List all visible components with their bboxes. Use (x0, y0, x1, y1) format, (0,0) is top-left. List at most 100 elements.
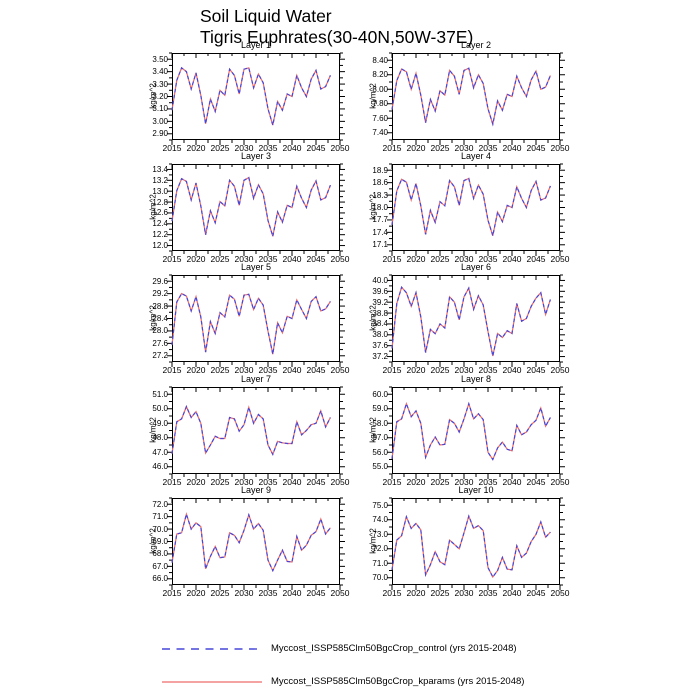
y-tick-label: 8.00 (372, 84, 388, 94)
control-line (391, 514, 551, 579)
y-tick-label: 69.0 (152, 537, 168, 546)
control-line (171, 512, 331, 573)
x-tick-label: 2030 (454, 254, 474, 264)
plot-area (167, 386, 345, 479)
x-tick-label: 2030 (234, 254, 254, 264)
x-tick-label: 2035 (478, 588, 498, 598)
subplot-title: Layer 8 (460, 374, 492, 384)
y-tick-label: 8.40 (372, 55, 388, 65)
plot-area (387, 497, 565, 590)
x-tick-label: 2040 (502, 143, 522, 153)
x-tick-label: 2030 (454, 477, 474, 487)
x-tick-label: 2050 (330, 254, 350, 264)
x-tick-label: 2045 (526, 143, 546, 153)
x-tick-label: 2050 (330, 365, 350, 375)
x-tick-label: 2050 (550, 588, 570, 598)
x-tick-label: 2040 (502, 477, 522, 487)
plot-area (167, 497, 345, 590)
y-tick-label: 2.90 (152, 129, 168, 139)
x-tick-label: 2045 (306, 365, 326, 375)
x-tick-label: 2030 (454, 365, 474, 375)
y-tick-label: 3.50 (152, 54, 168, 64)
x-tick-label: 2045 (306, 477, 326, 487)
y-tick-label: 7.60 (372, 113, 388, 123)
x-tick-label: 2040 (282, 365, 302, 375)
y-tick-label: 39.6 (372, 286, 388, 296)
x-tick-label: 2030 (234, 477, 254, 487)
x-tick-label: 2015 (162, 365, 182, 375)
x-tick-label: 2045 (306, 254, 326, 264)
y-tick-label: 12.6 (152, 208, 168, 218)
subplot-layer-10: Layer 10 kg/m^2 70.0 71.0 72.0 73.0 74.0 75.0 20… (332, 484, 592, 600)
y-tick-label: 7.40 (372, 128, 388, 138)
y-tick-label: 13.4 (152, 164, 168, 174)
subplot-layer-4: Layer 4 kg/m^2 17.1 17.4 17.7 18.0 18.3 18.6 18.… (332, 150, 592, 266)
kparams-line (171, 292, 331, 355)
control-line (171, 176, 331, 237)
x-tick-label: 2030 (454, 588, 474, 598)
plot-area (167, 163, 345, 256)
y-tick-label: 50.0 (152, 404, 168, 414)
x-tick-label: 2020 (186, 588, 206, 598)
x-tick-label: 2030 (234, 365, 254, 375)
plot-area (387, 163, 565, 256)
x-tick-label: 2020 (406, 477, 426, 487)
y-tick-label: 51.0 (152, 389, 168, 399)
y-tick-label: 73.0 (372, 529, 388, 539)
y-tick-label: 8.20 (372, 70, 388, 80)
x-tick-label: 2025 (210, 588, 230, 598)
subplot-title: Layer 9 (240, 485, 272, 495)
y-tick-label: 27.6 (152, 338, 168, 348)
y-tick-label: 3.10 (152, 104, 168, 114)
y-tick-label: 17.7 (372, 215, 388, 225)
x-tick-label: 2020 (186, 254, 206, 264)
subplot-layer-1: Layer 1 kg/m^2 2.90 3.00 3.10 3.20 3.30 3.40 3.5… (112, 39, 372, 155)
y-tick-label: 18.3 (372, 190, 388, 200)
subplot-layer-7: Layer 7 kg/m^2 46.0 47.0 48.0 49.0 50.0 51.0 201… (112, 373, 372, 489)
control-line (171, 292, 331, 355)
y-tick-label: 3.30 (152, 79, 168, 89)
x-tick-label: 2050 (550, 143, 570, 153)
x-tick-label: 2045 (526, 588, 546, 598)
y-tick-label: 60.0 (372, 389, 388, 399)
y-tick-label: 72.0 (152, 499, 168, 509)
x-tick-label: 2030 (234, 588, 254, 598)
x-tick-label: 2020 (406, 254, 426, 264)
x-tick-label: 2025 (210, 254, 230, 264)
x-tick-label: 2050 (550, 477, 570, 487)
y-tick-label: 71.0 (372, 558, 388, 568)
x-tick-label: 2040 (282, 588, 302, 598)
y-tick-label: 37.6 (372, 341, 388, 351)
subplot-title: Layer 5 (240, 262, 272, 272)
x-tick-label: 2035 (258, 254, 278, 264)
x-tick-label: 2020 (406, 588, 426, 598)
legend-control-line-sample (162, 648, 262, 650)
subplot-layer-2: Layer 2 kg/m^2 7.40 7.60 7.80 8.00 8.20 8.40 201… (332, 39, 592, 155)
legend-kparams-label: Myccost_ISSP585Clm50BgcCrop_kparams (yrs… (271, 676, 525, 687)
x-tick-label: 2015 (382, 365, 402, 375)
y-tick-label: 38.4 (372, 319, 388, 329)
control-line (171, 66, 331, 126)
x-tick-label: 2015 (162, 588, 182, 598)
x-tick-label: 2025 (430, 254, 450, 264)
plot-area (387, 386, 565, 479)
x-tick-label: 2050 (550, 254, 570, 264)
y-tick-label: 12.0 (152, 241, 168, 251)
y-tick-label: 40.0 (372, 275, 388, 285)
y-tick-label: 37.2 (372, 352, 388, 362)
x-tick-label: 2035 (478, 254, 498, 264)
kparams-line (391, 514, 551, 579)
x-tick-label: 2015 (162, 254, 182, 264)
y-tick-label: 7.80 (372, 99, 388, 109)
y-tick-label: 28.8 (152, 301, 168, 311)
x-tick-label: 2015 (162, 477, 182, 487)
plot-area (387, 274, 565, 367)
x-tick-label: 2025 (210, 143, 230, 153)
x-tick-label: 2025 (430, 588, 450, 598)
x-tick-label: 2030 (234, 143, 254, 153)
control-line (171, 405, 331, 456)
y-tick-label: 12.8 (152, 197, 168, 207)
y-tick-label: 57.0 (372, 433, 388, 443)
y-tick-label: 55.0 (372, 462, 388, 472)
x-tick-label: 2040 (282, 143, 302, 153)
